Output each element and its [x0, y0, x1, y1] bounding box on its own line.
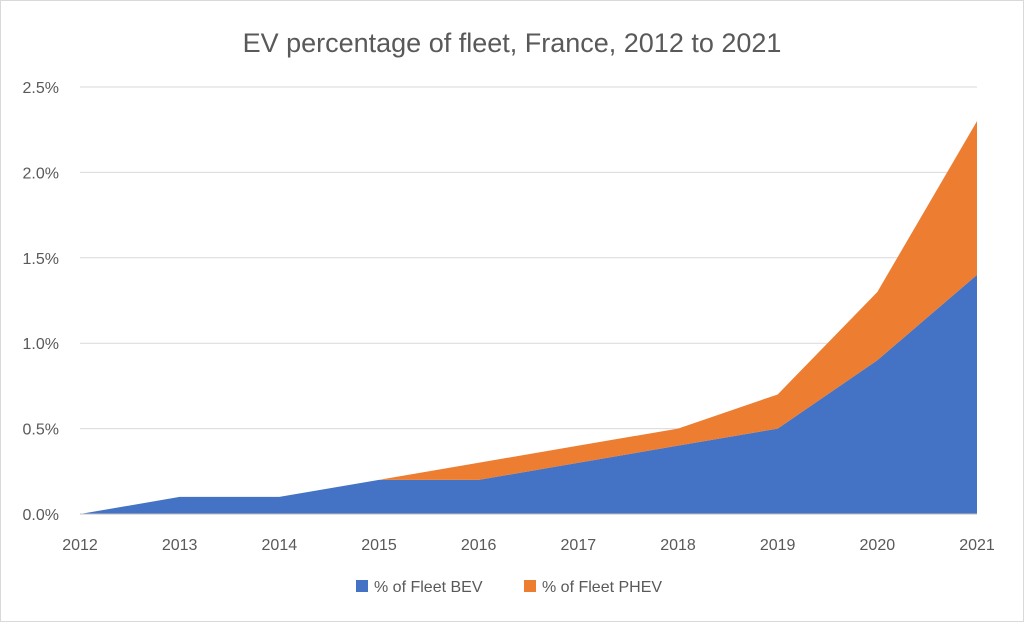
chart-title: EV percentage of fleet, France, 2012 to … [243, 28, 782, 58]
y-tick-label: 2.5% [23, 80, 59, 97]
legend-swatch [524, 580, 536, 592]
legend-label: % of Fleet BEV [374, 579, 483, 596]
y-tick-label: 0.5% [23, 422, 59, 439]
x-tick-label: 2016 [461, 537, 497, 554]
y-tick-label: 2.0% [23, 165, 59, 182]
x-tick-label: 2015 [361, 537, 397, 554]
legend: % of Fleet BEV % of Fleet PHEV [356, 579, 662, 596]
series-areas [80, 121, 977, 514]
y-tick-label: 0.0% [23, 507, 59, 524]
x-tick-label: 2012 [62, 537, 98, 554]
x-tick-label: 2021 [959, 537, 995, 554]
axes: 0.0% 0.5% 1.0% 1.5% 2.0% 2.5% 2012 2013 2014 2015… [23, 80, 995, 554]
x-tick-label: 2014 [262, 537, 298, 554]
x-tick-label: 2019 [760, 537, 796, 554]
x-tick-label: 2017 [561, 537, 597, 554]
legend-label: % of Fleet PHEV [542, 579, 662, 596]
legend-swatch [356, 580, 368, 592]
x-tick-label: 2013 [162, 537, 198, 554]
series-area-phev [80, 121, 977, 514]
series-area-bev [80, 274, 977, 514]
y-tick-label: 1.5% [23, 251, 59, 268]
x-tick-label: 2020 [860, 537, 896, 554]
x-tick-label: 2018 [660, 537, 696, 554]
y-tick-label: 1.0% [23, 336, 59, 353]
